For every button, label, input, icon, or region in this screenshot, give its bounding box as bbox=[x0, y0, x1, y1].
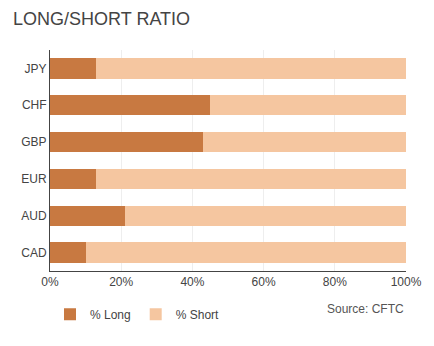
svg-text:40%: 40% bbox=[180, 275, 204, 289]
svg-text:% Short: % Short bbox=[176, 308, 219, 322]
svg-text:20%: 20% bbox=[109, 275, 133, 289]
svg-text:GBP: GBP bbox=[21, 135, 46, 149]
svg-text:0%: 0% bbox=[41, 275, 59, 289]
svg-text:AUD: AUD bbox=[21, 209, 47, 223]
svg-text:LONG/SHORT RATIO: LONG/SHORT RATIO bbox=[13, 9, 190, 29]
svg-text:% Long: % Long bbox=[90, 308, 131, 322]
svg-text:CHF: CHF bbox=[22, 98, 47, 112]
svg-text:80%: 80% bbox=[323, 275, 347, 289]
svg-text:CAD: CAD bbox=[21, 246, 47, 260]
svg-text:JPY: JPY bbox=[25, 62, 47, 76]
svg-text:60%: 60% bbox=[252, 275, 276, 289]
svg-text:Source: CFTC: Source: CFTC bbox=[327, 302, 404, 316]
svg-text:EUR: EUR bbox=[21, 172, 47, 186]
svg-text:100%: 100% bbox=[391, 275, 422, 289]
